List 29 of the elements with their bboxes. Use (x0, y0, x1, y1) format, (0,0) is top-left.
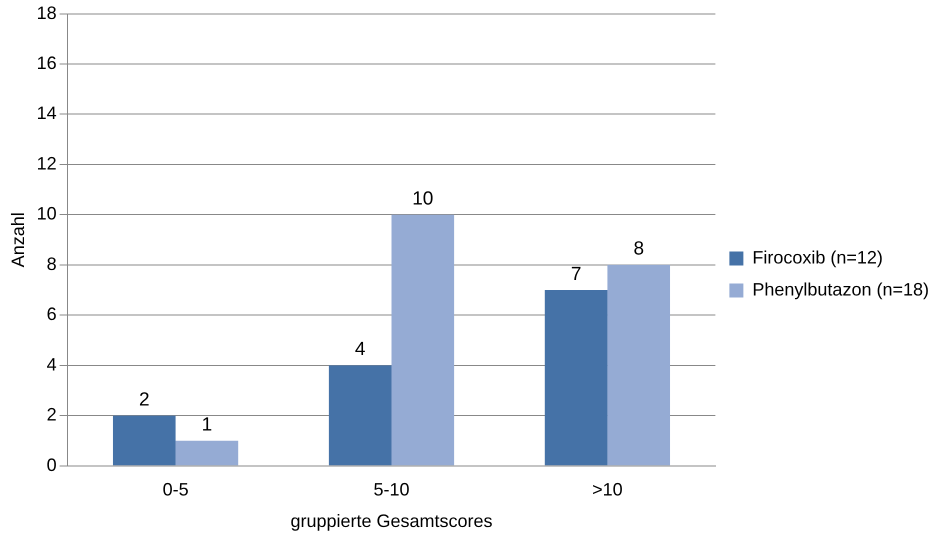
y-tick-label: 18 (36, 2, 57, 23)
data-label: 8 (633, 238, 644, 260)
y-tick-label: 14 (36, 103, 57, 124)
data-label: 2 (138, 389, 150, 410)
data-label: 7 (570, 264, 582, 285)
bar (176, 440, 238, 466)
y-tick-label: 8 (46, 254, 57, 274)
y-tick-label: 12 (36, 153, 57, 174)
y-tick-label: 6 (46, 304, 57, 324)
bar (607, 264, 670, 466)
y-tick-label: 0 (46, 454, 57, 475)
x-tick-label: >10 (592, 480, 623, 500)
x-tick-label: 0-5 (162, 480, 189, 500)
bar (392, 214, 454, 466)
bar (112, 416, 176, 466)
y-tick-label: 16 (36, 52, 57, 73)
bar (544, 290, 608, 466)
data-label: 10 (412, 188, 434, 210)
x-axis-title: gruppierte Gesamtscores (290, 511, 493, 532)
data-label: 1 (202, 414, 212, 436)
legend-label: Firocoxib (n=12) (752, 247, 883, 268)
y-tick-label: 2 (46, 404, 57, 425)
legend-label: Phenylbutazon (n=18) (752, 279, 929, 300)
y-tick-label: 4 (46, 354, 57, 374)
y-tick-label: 10 (36, 204, 57, 224)
x-tick-label: 5-10 (373, 480, 410, 500)
data-label: 4 (354, 339, 366, 360)
y-axis-title: Anzahl (8, 212, 28, 268)
bar (328, 365, 392, 466)
